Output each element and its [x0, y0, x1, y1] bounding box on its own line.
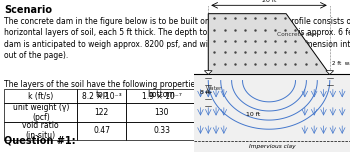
Text: Water: Water [206, 86, 222, 91]
Text: Impervious clay: Impervious clay [249, 144, 295, 149]
Text: Question #1:: Question #1: [4, 136, 76, 146]
Bar [4, 122, 77, 140]
Bar [77, 122, 126, 140]
Text: 0.33: 0.33 [153, 126, 170, 135]
Text: top: top [95, 90, 108, 99]
Bar [77, 89, 126, 103]
Bar [126, 103, 197, 122]
Text: 8.2 × 10⁻³: 8.2 × 10⁻³ [82, 92, 121, 101]
Text: 130: 130 [154, 108, 169, 117]
Text: 8 ft: 8 ft [200, 90, 210, 95]
Bar [194, 74, 350, 152]
Text: bottom: bottom [148, 90, 175, 99]
Text: 122: 122 [94, 108, 109, 117]
Text: unit weight (γ)
(pcf): unit weight (γ) (pcf) [13, 103, 69, 122]
Text: void ratio
(in-situ): void ratio (in-situ) [22, 121, 59, 140]
Text: 20 ft: 20 ft [262, 0, 276, 3]
Text: 2 ft  water: 2 ft water [332, 61, 350, 66]
Text: 1.9 × 10⁻⁷: 1.9 × 10⁻⁷ [142, 92, 181, 101]
Bar [77, 103, 126, 122]
Text: 0.47: 0.47 [93, 126, 110, 135]
Polygon shape [326, 71, 334, 74]
Text: Concrete dam: Concrete dam [277, 33, 318, 37]
Bar [126, 89, 197, 103]
Bar [4, 103, 77, 122]
Text: k (ft/s): k (ft/s) [28, 92, 54, 101]
Polygon shape [208, 14, 330, 74]
Polygon shape [204, 71, 212, 74]
Text: The concrete dam in the figure below is to be built on top of a soil whose profi: The concrete dam in the figure below is … [4, 17, 350, 60]
Text: 10 ft: 10 ft [246, 112, 260, 116]
Bar [126, 122, 197, 140]
Bar [4, 89, 77, 103]
Text: Scenario: Scenario [4, 5, 52, 15]
Text: The layers of the soil have the following properties:: The layers of the soil have the followin… [4, 80, 202, 89]
